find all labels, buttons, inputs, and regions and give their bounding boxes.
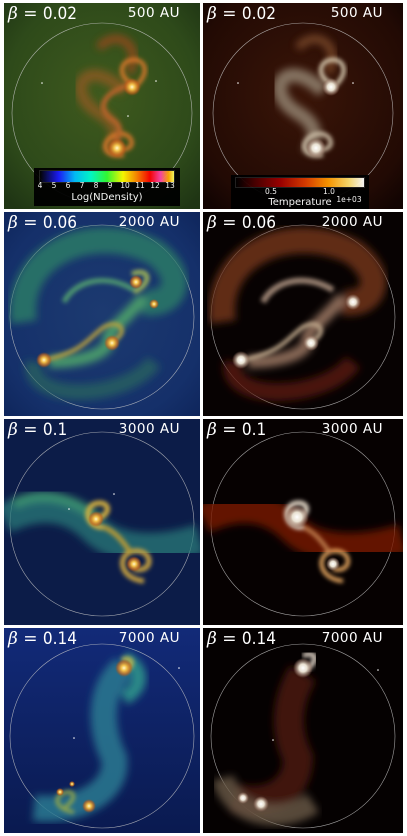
scale-label: 3000 AU — [118, 421, 180, 437]
tick-label: 7 — [79, 181, 85, 190]
beta-label: β = 0.06 — [8, 213, 77, 233]
tick-label: 11 — [135, 181, 145, 190]
density-image — [4, 212, 200, 416]
temperature-colorbar-ticks: 0.5 1.0 1e+03 — [231, 187, 369, 204]
density-colorbar-gradient — [39, 170, 175, 183]
beta-label: β = 0.02 — [207, 4, 276, 24]
temperature-panel-beta-0.06: β = 0.06 2000 AU — [203, 212, 403, 416]
scale-label: 7000 AU — [321, 630, 383, 646]
scale-label: 2000 AU — [321, 214, 383, 230]
temperature-image — [203, 628, 403, 833]
beta-label: β = 0.14 — [8, 629, 77, 649]
temperature-colorbar-gradient — [235, 177, 365, 188]
tick-exponent: 1e+03 — [336, 195, 362, 204]
tick-label: 9 — [107, 181, 113, 190]
scale-label: 500 AU — [330, 5, 383, 21]
temperature-image — [203, 3, 403, 209]
density-panel-beta-0.14: β = 0.14 7000 AU — [4, 628, 200, 833]
temperature-panel-beta-0.02: β = 0.02 500 AU 0.5 1.0 1e+03 Temperatur… — [203, 3, 403, 209]
density-panel-beta-0.1: β = 0.1 3000 AU — [4, 419, 200, 625]
beta-label: β = 0.1 — [8, 420, 68, 440]
temperature-panel-beta-0.14: β = 0.14 7000 AU — [203, 628, 403, 833]
density-colorbar: 4 5 6 7 8 9 10 11 12 13 Log(NDensity) — [34, 168, 180, 206]
scale-label: 500 AU — [127, 5, 180, 21]
tick-label: 8 — [93, 181, 99, 190]
tick-label: 10 — [120, 181, 130, 190]
tick-label: 0.5 — [265, 187, 277, 196]
temperature-colorbar: 0.5 1.0 1e+03 Temperature — [231, 175, 369, 209]
temperature-colorbar-title: Temperature — [268, 197, 332, 208]
temperature-image — [203, 212, 403, 416]
beta-label: β = 0.06 — [207, 213, 276, 233]
scale-label: 3000 AU — [321, 421, 383, 437]
tick-label: 4 — [37, 181, 43, 190]
tick-label: 13 — [165, 181, 175, 190]
tick-label: 1.0 — [323, 187, 335, 196]
density-colorbar-ticks: 4 5 6 7 8 9 10 11 12 13 — [34, 181, 180, 191]
beta-label: β = 0.14 — [207, 629, 276, 649]
density-image — [4, 419, 200, 625]
density-panel-beta-0.02: β = 0.02 500 AU 4 5 6 7 8 9 10 11 12 13 … — [4, 3, 200, 209]
density-image — [4, 628, 200, 833]
tick-label: 5 — [51, 181, 57, 190]
temperature-panel-beta-0.1: β = 0.1 3000 AU — [203, 419, 403, 625]
beta-label: β = 0.1 — [207, 420, 267, 440]
beta-label: β = 0.02 — [8, 4, 77, 24]
density-colorbar-title: Log(NDensity) — [71, 192, 143, 203]
scale-label: 2000 AU — [118, 214, 180, 230]
scale-label: 7000 AU — [118, 630, 180, 646]
tick-label: 12 — [150, 181, 160, 190]
tick-label: 6 — [65, 181, 71, 190]
temperature-image — [203, 419, 403, 625]
density-panel-beta-0.06: β = 0.06 2000 AU — [4, 212, 200, 416]
